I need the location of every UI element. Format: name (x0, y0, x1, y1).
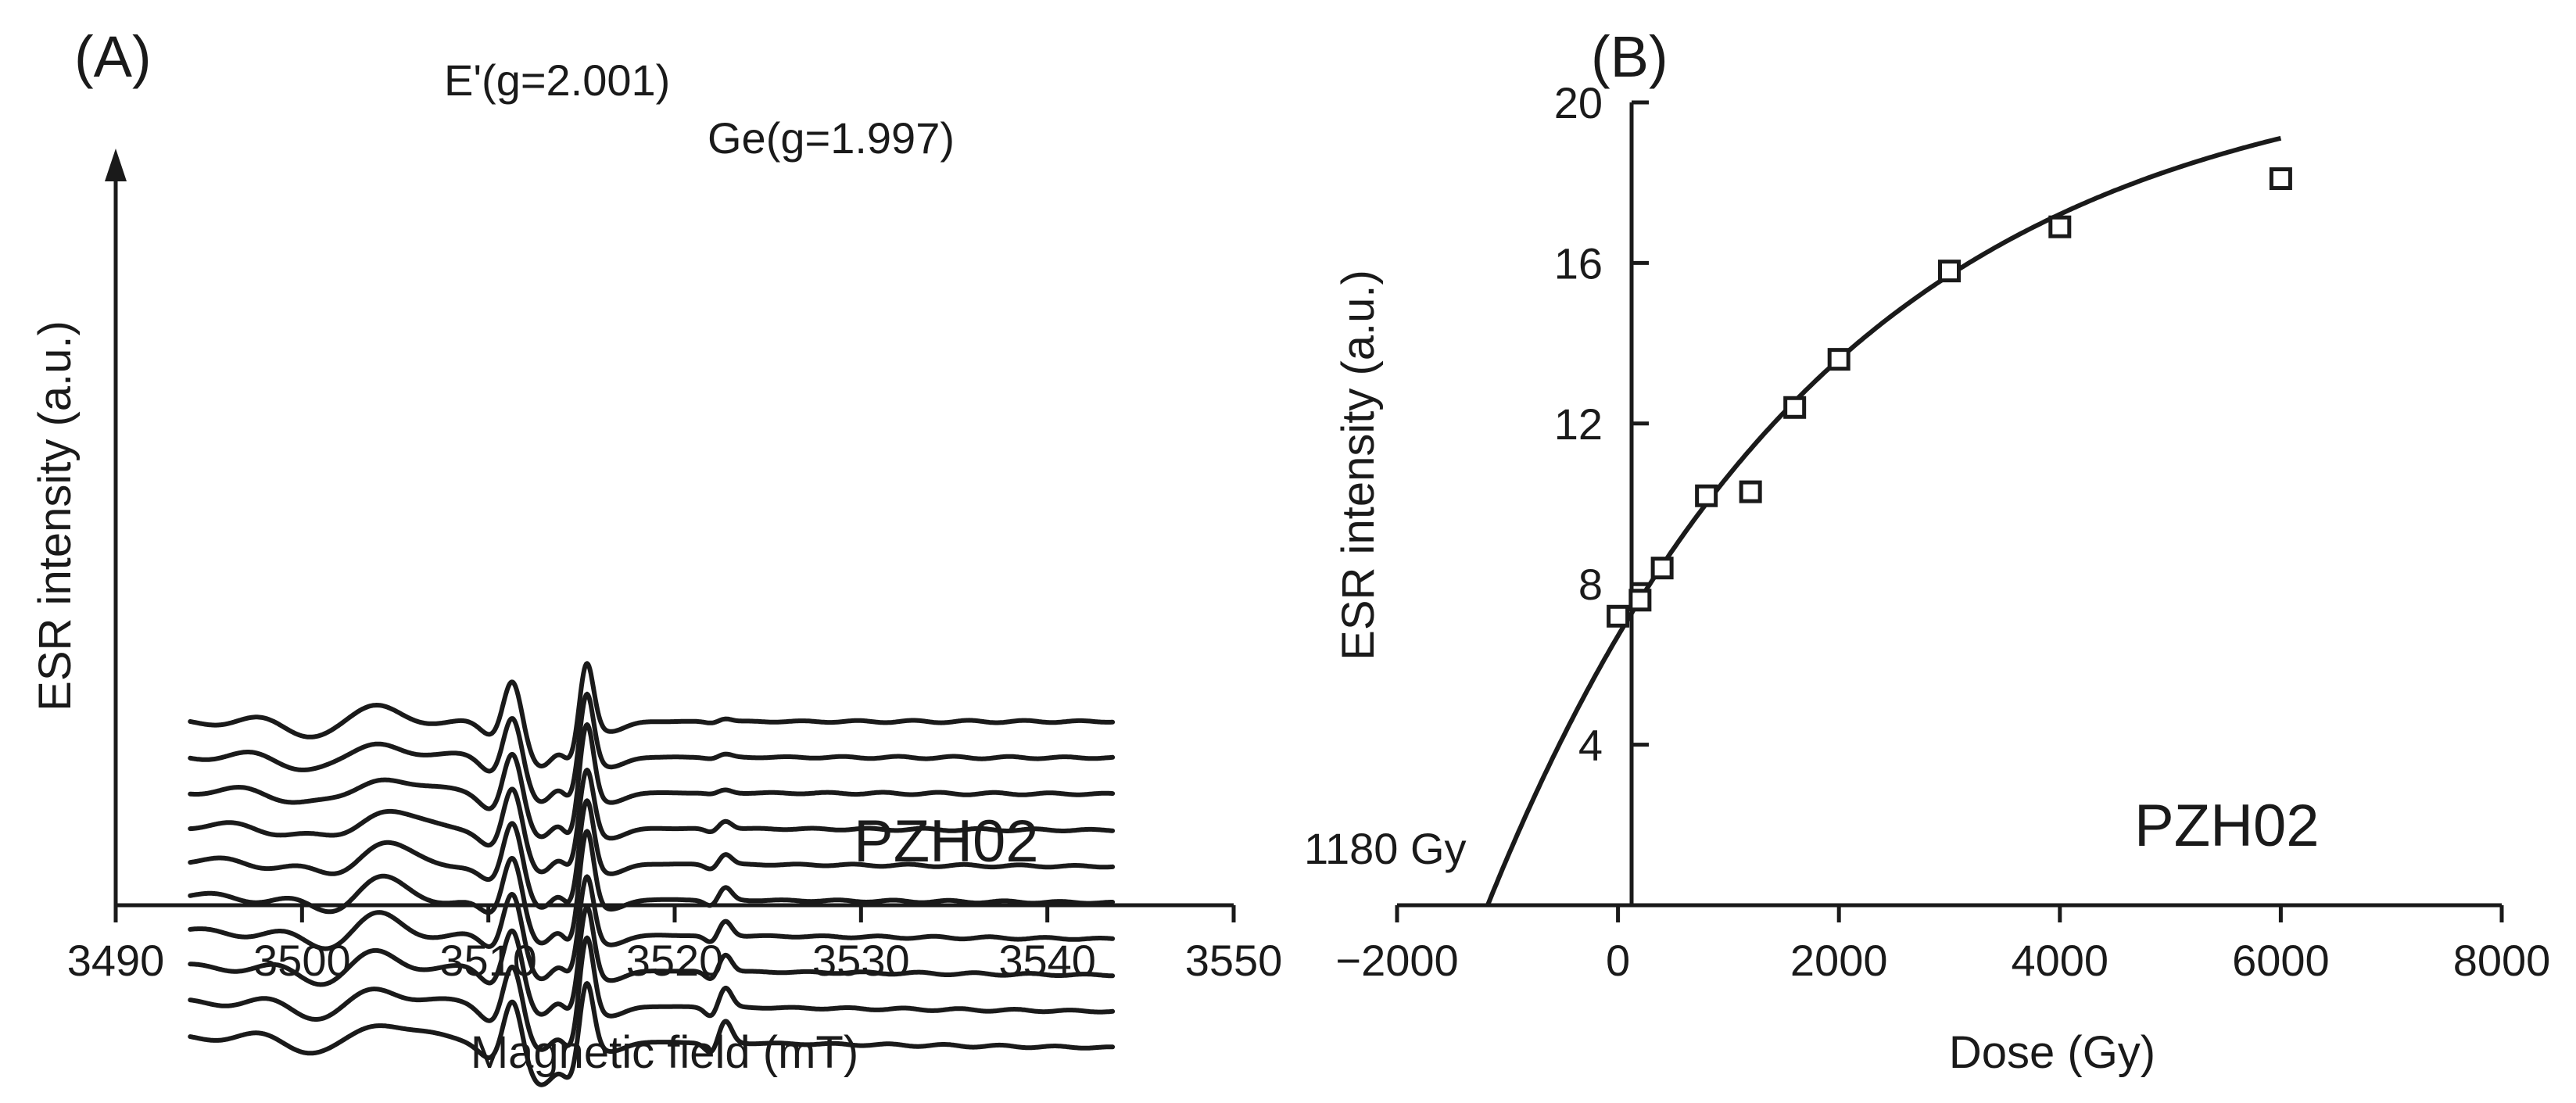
peak-label-ge: Ge(g=1.997) (708, 113, 955, 163)
spectrum-line (188, 661, 1116, 768)
spectrum-line (188, 904, 1116, 1017)
panel-b-sample-label: PZH02 (2134, 793, 2320, 859)
a-x-tick-label: 3540 (998, 936, 1096, 985)
spectrum-line (188, 981, 1116, 1087)
b-x-tick-label: 0 (1606, 936, 1630, 985)
b-x-tick-label: −2000 (1335, 936, 1458, 985)
peak-label-e-prime: E'(g=2.001) (444, 56, 670, 105)
panel-b-x-axis-title: Dose (Gy) (1949, 1027, 2155, 1078)
dose-response-fit-curve (1485, 135, 2282, 907)
data-point (2048, 215, 2072, 238)
panel-a-y-axis-arrow (105, 149, 127, 181)
data-point (1628, 589, 1652, 612)
b-x-tick-label: 8000 (2453, 936, 2551, 985)
b-y-tick-label: 4 (1578, 721, 1603, 770)
b-x-tick-label: 6000 (2232, 936, 2330, 985)
panel-b-data-points (1607, 167, 2292, 628)
a-x-tick-label: 3550 (1185, 936, 1283, 985)
panel-a-spectra (188, 661, 1116, 1087)
panel-a-y-axis-title: ESR intensity (a.u.) (30, 321, 81, 711)
a-x-tick-label: 3530 (812, 936, 910, 985)
data-point (1783, 396, 1807, 419)
spectrum-line (188, 829, 1116, 946)
data-point (1739, 480, 1762, 503)
data-point (1938, 260, 1961, 283)
panel-a-x-axis-title: Magnetic field (mT) (471, 1027, 858, 1078)
b-y-tick-label: 16 (1554, 238, 1603, 288)
data-point (1827, 348, 1850, 371)
spectrum-line (188, 768, 1116, 875)
b-x-tick-label: 2000 (1790, 936, 1888, 985)
data-point (1607, 604, 1630, 628)
data-point (2269, 167, 2292, 191)
panel-b-y-ticks: 4 8 12 16 20 (1554, 78, 1649, 770)
spectrum-line (188, 722, 1116, 840)
panel-b-letter: (B) (1591, 24, 1668, 89)
b-x-tick-label: 4000 (2012, 936, 2109, 985)
spectrum-line (188, 874, 1116, 982)
panel-b-y-axis-title: ESR intensity (a.u.) (1333, 270, 1384, 661)
panel-a-sample-label: PZH02 (854, 808, 1039, 875)
b-y-tick-label: 20 (1554, 78, 1603, 127)
panel-a-letter: (A) (74, 24, 152, 89)
spectrum-line (188, 798, 1116, 910)
b-y-tick-label: 8 (1578, 560, 1603, 609)
data-point (1695, 484, 1718, 507)
panel-a: (A) 3490 3500 3510 3520 3530 3540 3550 E'(g=2.… (30, 24, 1283, 1087)
panel-b-x-ticks: −2000 0 2000 4000 6000 8000 (1335, 905, 2550, 985)
b-y-tick-label: 12 (1554, 399, 1603, 449)
spectrum-line (188, 935, 1116, 1052)
equivalent-dose-label: 1180 Gy (1304, 824, 1467, 873)
spectrum-line (188, 691, 1116, 804)
a-x-tick-label: 3490 (67, 936, 165, 985)
panel-b: (B) −2000 0 2000 4000 6000 8000 4 8 12 16 20 1180… (1304, 24, 2550, 1078)
data-point (1650, 557, 1674, 580)
